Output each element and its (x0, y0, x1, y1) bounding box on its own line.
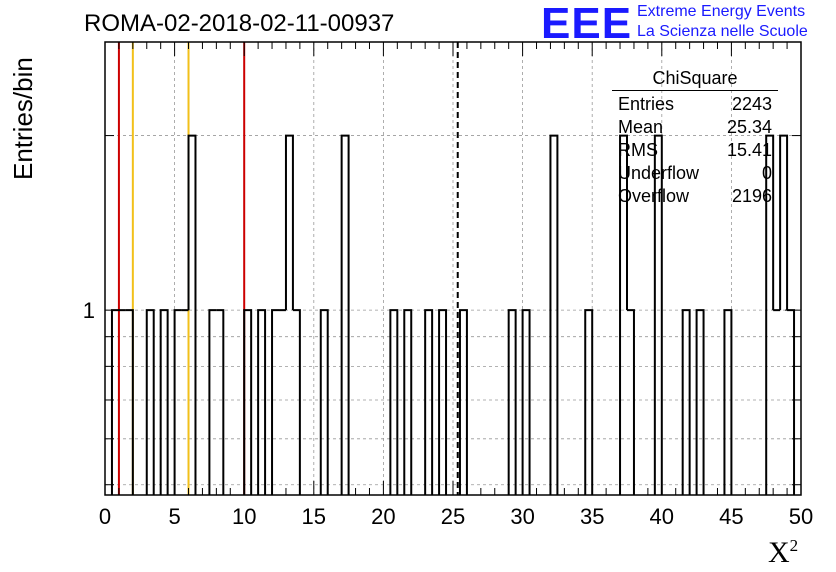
histogram-bin (787, 309, 796, 495)
histogram-bin (424, 309, 434, 495)
histogram-bin (110, 309, 119, 495)
histogram-bin (627, 309, 635, 495)
stats-row-entries: Entries 2243 (618, 94, 772, 114)
histogram-bin (216, 309, 225, 495)
stats-row-overflow: Overflow 2196 (618, 186, 772, 206)
histogram-bin (458, 309, 468, 495)
histogram-bin (765, 134, 775, 495)
logo-line-2: La Scienza nelle Scuole (637, 23, 808, 40)
histogram-bin (723, 309, 733, 495)
histogram-bin (173, 309, 182, 495)
histogram-bin (681, 309, 691, 495)
histogram-bin (403, 309, 413, 495)
histogram-bin (257, 309, 267, 495)
x-tick-label-9: 45 (719, 504, 743, 529)
stats-box: ChiSquare Entries 2243 Mean 25.34 RMS 15.41… (612, 68, 778, 208)
histogram-bin (779, 134, 789, 311)
histogram-bin (292, 309, 301, 495)
chart-title: ROMA-02-2018-02-11-00937 (84, 10, 395, 37)
histogram-bin (145, 309, 155, 495)
x-tick-label-10: 50 (789, 504, 813, 529)
histogram-bin (187, 134, 197, 495)
histogram-bin (507, 309, 517, 495)
histogram-bin (125, 309, 134, 495)
stats-row-mean: Mean 25.34 (618, 117, 772, 137)
eee-logo-mark: EEE (541, 0, 633, 48)
x-tick-label-7: 35 (580, 504, 604, 529)
histogram-bin (619, 134, 628, 495)
x-tick-label-8: 40 (650, 504, 674, 529)
x-tick-label-2: 10 (232, 504, 256, 529)
stats-title: ChiSquare (612, 68, 778, 91)
histogram-bin (695, 309, 705, 495)
x-axis-label: X2 (768, 536, 799, 569)
stats-row-rms: RMS 15.41 (618, 140, 772, 160)
histogram-bin (271, 309, 279, 495)
histogram-bin (549, 134, 559, 495)
histogram-bin (584, 309, 594, 495)
logo-line-1: Extreme Energy Events (637, 3, 806, 20)
x-tick-label-6: 30 (510, 504, 534, 529)
x-tick-label-1: 5 (168, 504, 180, 529)
x-tick-label-3: 15 (302, 504, 326, 529)
histogram-bin (438, 309, 448, 495)
histogram-bin (284, 134, 294, 311)
histogram-bin (319, 309, 329, 495)
y-axis-label: Entries/bin (8, 57, 38, 180)
y-tick-label-0: 1 (83, 298, 95, 323)
histogram-bin (208, 309, 217, 495)
histogram-bin (340, 134, 350, 495)
x-tick-label-5: 25 (441, 504, 465, 529)
histogram-bin (653, 134, 663, 495)
x-tick-label-0: 0 (99, 504, 111, 529)
stats-row-underflow: Underflow 0 (618, 163, 772, 183)
histogram-bin (159, 309, 169, 495)
histogram-bin (243, 309, 253, 495)
histogram-bin (521, 309, 531, 495)
x-tick-label-4: 20 (371, 504, 395, 529)
histogram-bin (389, 309, 399, 495)
